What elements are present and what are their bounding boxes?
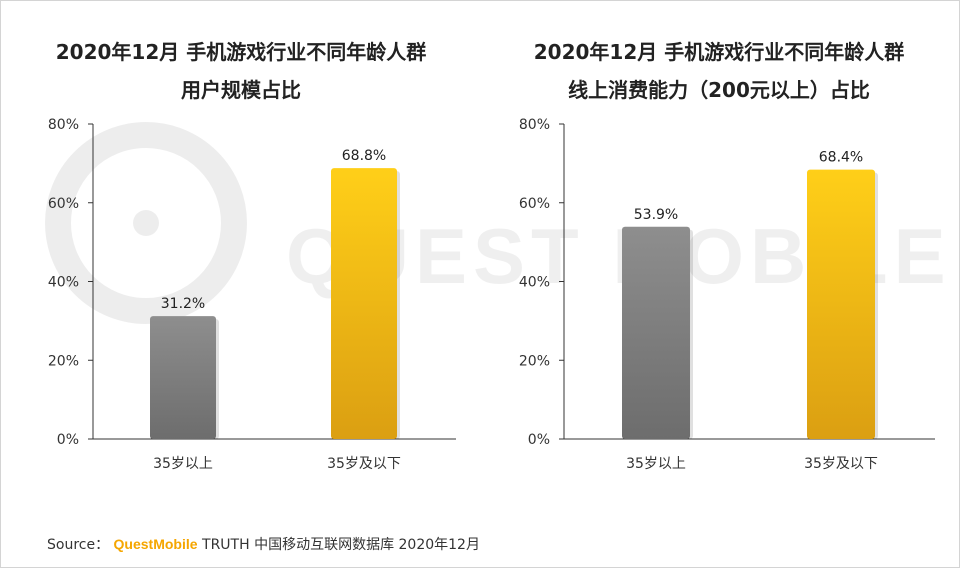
bar-1 xyxy=(622,226,690,439)
chart-2-title: 2020年12月 手机游戏行业不同年龄人群 线上消费能力（200元以上）占比 xyxy=(519,33,919,109)
x-tick-label: 35岁以上 xyxy=(626,456,686,472)
data-label: 31.2% xyxy=(161,296,205,312)
y-tick-label: 0% xyxy=(528,432,550,448)
y-tick-label: 40% xyxy=(48,275,79,291)
y-tick-label: 0% xyxy=(57,432,79,448)
y-tick-label: 60% xyxy=(48,196,79,212)
chart-2-title-line-2: 线上消费能力（200元以上）占比 xyxy=(568,78,870,102)
data-label: 68.4% xyxy=(819,150,863,166)
y-tick-label: 80% xyxy=(519,117,550,133)
chart-1-title-line-1: 2020年12月 手机游戏行业不同年龄人群 xyxy=(55,40,427,64)
source-prefix: Source： xyxy=(47,537,110,553)
y-tick-label: 60% xyxy=(519,196,550,212)
bar-1 xyxy=(150,316,216,439)
bar-2 xyxy=(807,169,875,440)
x-tick-label: 35岁及以下 xyxy=(327,456,401,472)
source-note: Source： QuestMobile TRUTH 中国移动互联网数据库 202… xyxy=(47,534,480,554)
bar-2 xyxy=(331,168,397,439)
source-rest: TRUTH 中国移动互联网数据库 2020年12月 xyxy=(202,537,480,553)
y-tick-label: 20% xyxy=(519,353,550,369)
chart-2-title-line-1: 2020年12月 手机游戏行业不同年龄人群 xyxy=(533,40,905,64)
chart-1-title: 2020年12月 手机游戏行业不同年龄人群 用户规模占比 xyxy=(41,33,441,109)
y-tick-label: 40% xyxy=(519,275,550,291)
data-label: 53.9% xyxy=(634,207,678,223)
y-tick-label: 80% xyxy=(48,117,79,133)
y-tick-label: 20% xyxy=(48,353,79,369)
chart-1-title-line-2: 用户规模占比 xyxy=(181,78,301,102)
source-brand: QuestMobile xyxy=(113,536,198,552)
x-tick-label: 35岁以上 xyxy=(153,456,213,472)
watermark-logo-ring xyxy=(45,122,247,324)
x-tick-label: 35岁及以下 xyxy=(804,456,878,472)
data-label: 68.8% xyxy=(342,148,386,164)
watermark-logo-dot xyxy=(133,210,159,236)
